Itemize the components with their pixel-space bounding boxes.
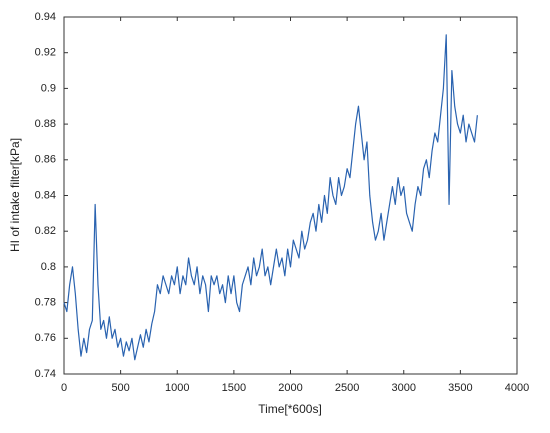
y-tick-label: 0.88	[35, 118, 56, 130]
y-tick-label: 0.82	[35, 225, 56, 237]
x-tick-label: 4000	[505, 382, 529, 394]
y-tick-label: 0.74	[35, 368, 56, 380]
x-axis-label: Time[*600s]	[258, 402, 322, 416]
y-axis-label: HI of intake filter[kPa]	[8, 138, 22, 252]
x-tick-label: 3000	[392, 382, 416, 394]
y-tick-label: 0.9	[41, 82, 56, 94]
x-tick-label: 1500	[222, 382, 246, 394]
y-tick-label: 0.94	[35, 11, 56, 23]
y-tick-label: 0.86	[35, 154, 56, 166]
x-tick-label: 2500	[335, 382, 359, 394]
y-tick-label: 0.8	[41, 261, 56, 273]
x-tick-label: 500	[111, 382, 129, 394]
y-tick-label: 0.84	[35, 189, 56, 201]
y-tick-label: 0.92	[35, 47, 56, 59]
x-tick-label: 0	[61, 382, 67, 394]
x-tick-label: 1000	[165, 382, 189, 394]
x-tick-label: 2000	[278, 382, 302, 394]
data-line	[63, 34, 478, 361]
y-tick-label: 0.76	[35, 332, 56, 344]
x-tick-label: 3500	[448, 382, 472, 394]
y-tick-label: 0.78	[35, 297, 56, 309]
